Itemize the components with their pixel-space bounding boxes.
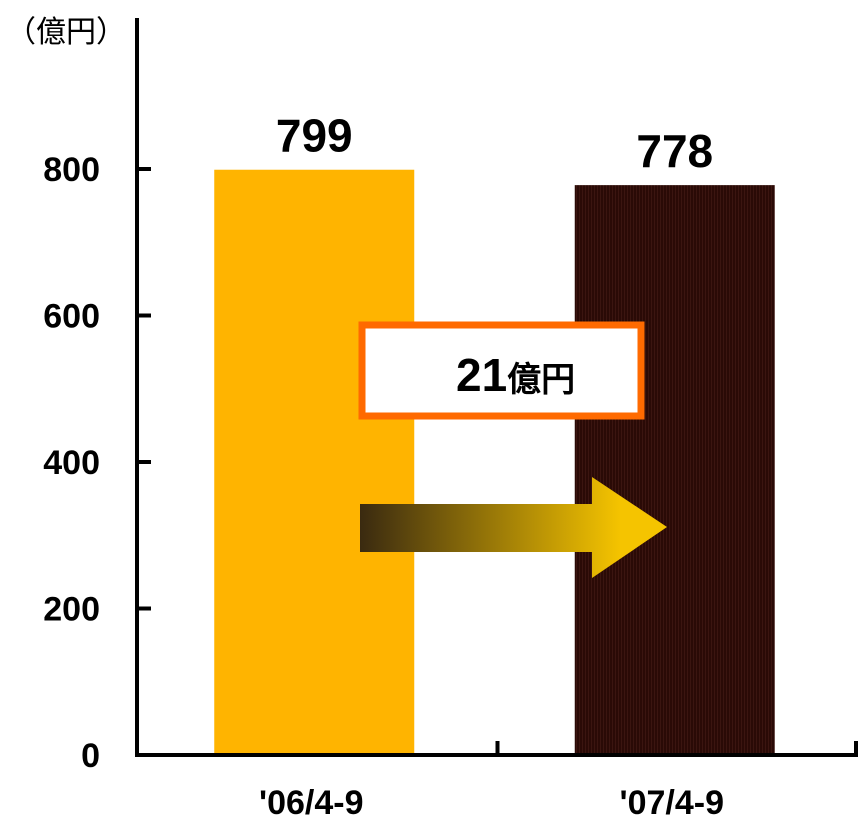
- y-tick-label-400: 400: [43, 444, 100, 482]
- y-tick-label-200: 200: [43, 591, 100, 629]
- difference-annotation: 21億円: [358, 321, 645, 420]
- difference-unit: 億円: [507, 360, 575, 400]
- x-tick-label-1: '06/4-9: [259, 784, 364, 818]
- data-label-2: 778: [636, 125, 713, 177]
- decrease-arrow: [360, 477, 667, 578]
- bar-2: [574, 185, 775, 756]
- data-label-1: 799: [276, 110, 353, 162]
- difference-box: [358, 321, 645, 420]
- y-tick-label-600: 600: [43, 298, 100, 336]
- x-tick-label-2: '07/4-9: [620, 784, 725, 818]
- difference-value: 21: [456, 349, 507, 401]
- y-tick-label-0: 0: [81, 737, 100, 775]
- unit-label: （億円）: [6, 15, 126, 50]
- bar-1: [214, 169, 415, 756]
- y-tick-label-800: 800: [43, 151, 100, 189]
- difference-text: 21億円: [456, 349, 575, 401]
